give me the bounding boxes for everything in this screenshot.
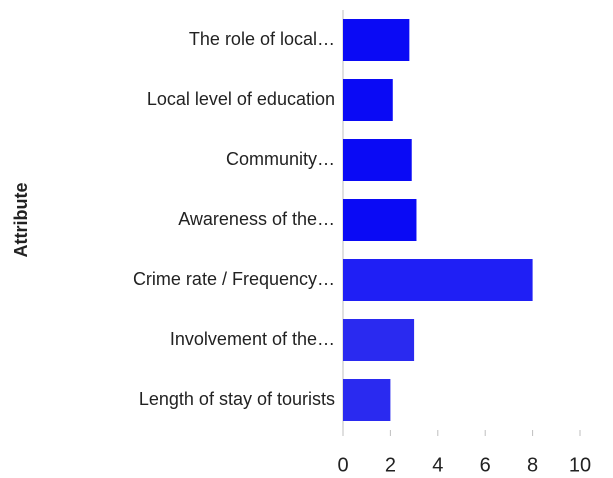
x-tick-label: 8 [527,454,538,476]
y-tick-label: Length of stay of tourists [139,389,335,409]
y-tick-label: The role of local… [189,29,335,49]
bar [343,79,393,121]
y-axis-label: Attribute [11,183,31,258]
y-tick-label: Awareness of the… [178,209,335,229]
bar [343,19,410,61]
bar [343,259,533,301]
bar [343,199,417,241]
x-tick-label: 6 [480,454,491,476]
y-tick-label: Local level of education [147,89,335,109]
y-tick-label: Crime rate / Frequency… [133,269,335,289]
bar [343,139,412,181]
bar [343,379,391,421]
x-tick-label: 10 [569,454,591,476]
bar [343,319,415,361]
x-tick-label: 2 [385,454,396,476]
x-tick-label: 4 [432,454,443,476]
x-tick-label: 0 [337,454,348,476]
y-tick-label: Involvement of the… [170,329,335,349]
y-tick-label: Community… [226,149,335,169]
